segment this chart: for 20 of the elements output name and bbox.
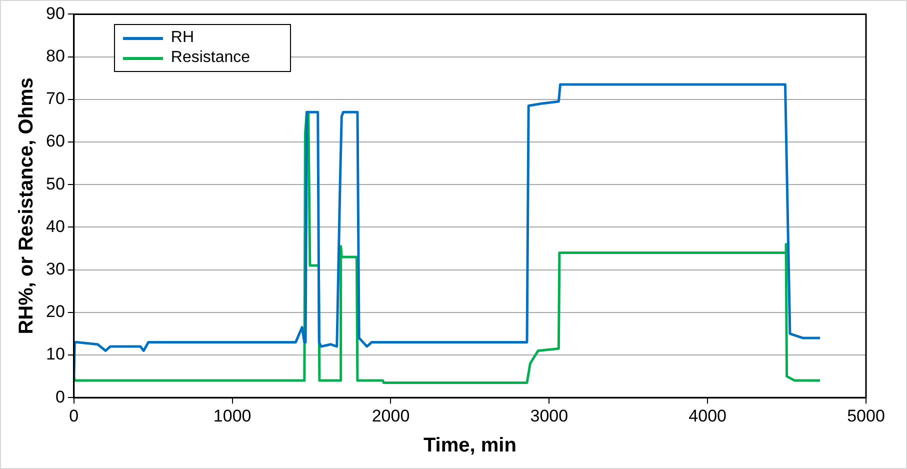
y-tick-label: 0 [55,387,65,406]
x-tick-label: 1000 [213,406,252,426]
y-axis-title: RH%, or Resistance, Ohms [16,78,38,334]
x-tick-label: 5000 [847,406,885,426]
y-tick-label: 30 [46,259,65,278]
x-tick-label: 3000 [530,406,568,426]
y-tick-label: 90 [46,4,65,23]
x-tick-label: 2000 [372,406,410,426]
y-tick-label: 50 [46,174,65,194]
y-tick-label: 20 [46,302,65,322]
x-tick-label: 0 [69,406,79,426]
x-tick-label: 4000 [688,406,726,426]
y-tick-label: 40 [46,216,65,236]
y-tick-label: 80 [46,46,65,66]
y-tick-label: 70 [46,89,65,108]
legend-label: RH [170,28,194,48]
y-tick-label: 10 [46,344,65,364]
legend-label: Resistance [170,48,250,68]
x-axis-title: Time, min [423,434,516,457]
y-tick-label: 60 [46,132,65,151]
